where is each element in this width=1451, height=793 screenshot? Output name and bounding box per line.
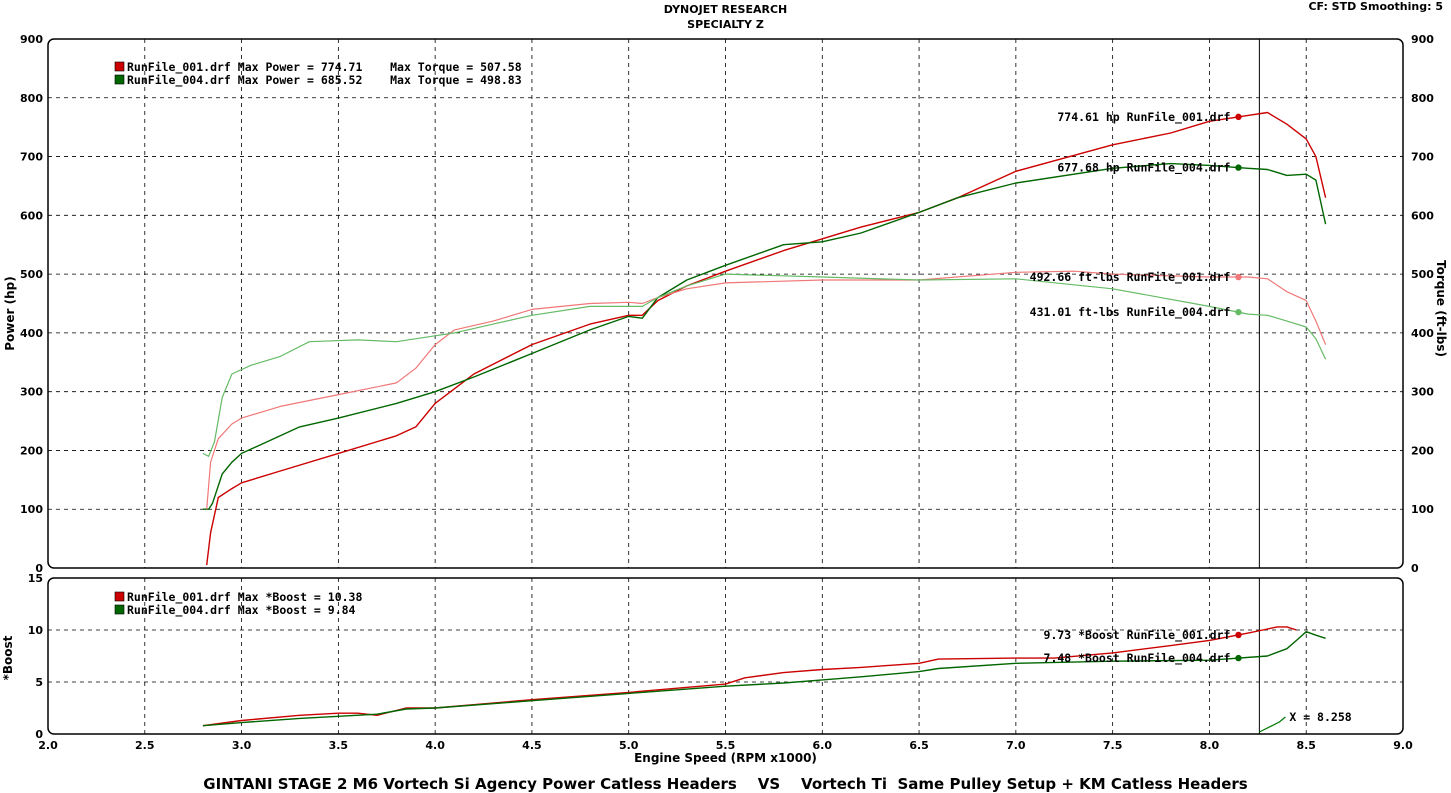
torque-y-tick-label: 600 <box>1411 209 1434 222</box>
boost-legend-swatch <box>114 604 125 615</box>
x-tick-label: 2.0 <box>38 739 58 752</box>
annotation-marker <box>1235 654 1242 662</box>
boost-legend-entry: RunFile_004.drf Max *Boost = 9.84 <box>127 603 356 618</box>
power-y-tick-label: 100 <box>20 503 43 516</box>
boost-y-tick-label: 5 <box>35 676 43 689</box>
annotation-marker <box>1235 308 1242 316</box>
legend-swatch <box>114 61 125 72</box>
torque-y-tick-label: 500 <box>1411 268 1434 281</box>
x-tick-label: 6.0 <box>813 739 833 752</box>
torque-y-tick-label: 0 <box>1411 562 1419 575</box>
x-tick-label: 6.5 <box>909 739 929 752</box>
torque-y-tick-label: 800 <box>1411 92 1434 105</box>
annotation-label: 492.66 ft-lbs RunFile_001.drf <box>1030 270 1231 285</box>
chart-settings-label: CF: STD Smoothing: 5 <box>1308 0 1443 13</box>
annotation-label: 774.61 hp RunFile_001.drf <box>1057 110 1230 125</box>
torque-y-tick-label: 300 <box>1411 386 1434 399</box>
x-tick-label: 3.5 <box>329 739 349 752</box>
x-tick-label: 5.5 <box>716 739 736 752</box>
annotation-label: 9.73 *Boost RunFile_001.drf <box>1044 628 1231 643</box>
x-tick-label: 9.0 <box>1393 739 1413 752</box>
torque-y-tick-label: 400 <box>1411 327 1434 340</box>
torque-y-tick-label: 100 <box>1411 503 1434 516</box>
legend-entry: RunFile_001.drf Max Power = 774.71 Max T… <box>127 60 522 75</box>
torque-y-tick-label: 900 <box>1411 33 1434 46</box>
annotation-marker <box>1235 164 1242 171</box>
x-tick-label: 7.5 <box>1103 739 1123 752</box>
x-tick-label: 8.5 <box>1296 739 1316 752</box>
power-y-tick-label: 300 <box>20 386 43 399</box>
x-tick-label: 2.5 <box>135 739 155 752</box>
x-tick-label: 7.0 <box>1006 739 1026 752</box>
series-line-power_004 <box>202 162 1327 510</box>
power-y-tick-label: 600 <box>20 209 43 222</box>
cursor-x-label: X = 8.258 <box>1289 710 1351 724</box>
boost-y-tick-label: 0 <box>35 728 43 741</box>
boost-legend-entry: RunFile_001.drf Max *Boost = 10.38 <box>127 590 362 605</box>
annotation-label: 7.48 *Boost RunFile_004.drf <box>1044 651 1231 666</box>
power-y-tick-label: 0 <box>35 562 43 575</box>
legend-entry: RunFile_004.drf Max Power = 685.52 Max T… <box>127 73 522 88</box>
annotation-marker <box>1235 631 1242 639</box>
x-tick-label: 4.0 <box>425 739 445 752</box>
series-line-torque_004 <box>202 273 1327 457</box>
x-tick-label: 5.0 <box>619 739 639 752</box>
power-y-tick-label: 700 <box>20 151 43 164</box>
torque-y-tick-label: 200 <box>1411 444 1434 457</box>
torque-axis-title: Torque (ft-lbs) <box>1434 260 1448 357</box>
cursor-marker-trace <box>1259 716 1286 733</box>
series-line-torque_001 <box>206 270 1327 510</box>
power-y-tick-label: 200 <box>20 444 43 457</box>
boost-y-tick-label: 10 <box>28 624 44 637</box>
chart-header-line1: DYNOJET RESEARCH <box>663 3 788 16</box>
series-line-power_001 <box>206 111 1327 566</box>
boost-axis-title: *Boost <box>1 635 15 680</box>
power-y-tick-label: 900 <box>20 33 43 46</box>
legend-swatch <box>114 74 125 85</box>
torque-y-tick-label: 700 <box>1411 151 1434 164</box>
power-y-tick-label: 800 <box>20 92 43 105</box>
chart-footer-caption: GINTANI STAGE 2 M6 Vortech Si Agency Pow… <box>203 775 1248 793</box>
series-line-boost_004 <box>202 631 1326 727</box>
annotation-marker <box>1235 273 1242 281</box>
power-y-tick-label: 400 <box>20 327 43 340</box>
boost-y-tick-label: 15 <box>28 572 43 585</box>
chart-header-line2: SPECIALTY Z <box>687 18 764 31</box>
x-tick-label: 8.0 <box>1200 739 1220 752</box>
annotation-label: 677.68 hp RunFile_004.drf <box>1057 161 1230 176</box>
annotation-marker <box>1235 113 1242 121</box>
power-axis-title: Power (hp) <box>3 276 17 350</box>
x-tick-label: 3.0 <box>232 739 252 752</box>
series-line-boost_001 <box>202 626 1297 727</box>
annotation-label: 431.01 ft-lbs RunFile_004.drf <box>1030 305 1231 320</box>
x-axis-title: Engine Speed (RPM x1000) <box>634 751 817 765</box>
x-tick-label: 4.5 <box>522 739 542 752</box>
boost-legend-swatch <box>114 591 125 602</box>
power-y-tick-label: 500 <box>20 268 43 281</box>
